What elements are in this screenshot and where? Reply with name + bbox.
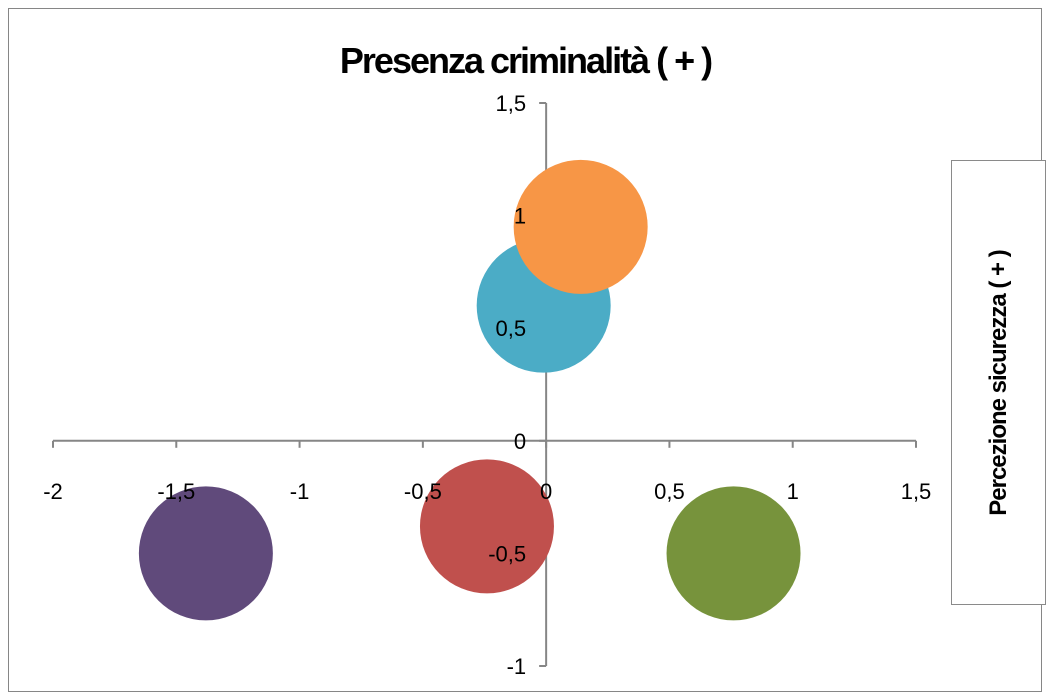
x-tick-label: 0 <box>540 479 552 504</box>
x-tick-label: -0,5 <box>404 479 442 504</box>
x-tick-label: 1,5 <box>901 479 932 504</box>
bubble-point <box>138 486 273 621</box>
y-tick-label: 0,5 <box>496 316 527 341</box>
x-tick-label: -2 <box>43 479 63 504</box>
bubble-point <box>419 459 554 594</box>
y-tick-label: 1 <box>514 204 526 229</box>
x-tick-label: 1 <box>787 479 799 504</box>
x-tick-label: 0,5 <box>654 479 685 504</box>
y-axis-label-box: Percezione sicurezza ( + ) <box>951 160 1046 605</box>
y-tick-label: -1 <box>507 654 527 679</box>
bubble-point <box>666 486 801 621</box>
x-tick-label: -1 <box>290 479 310 504</box>
x-tick-label: -1,5 <box>157 479 195 504</box>
y-tick-label: 1,5 <box>496 91 527 116</box>
bubble-point <box>513 159 648 294</box>
y-tick-label: -0,5 <box>488 541 526 566</box>
y-tick-label: 0 <box>514 429 526 454</box>
chart-title: Presenza criminalità ( + ) <box>339 40 713 81</box>
